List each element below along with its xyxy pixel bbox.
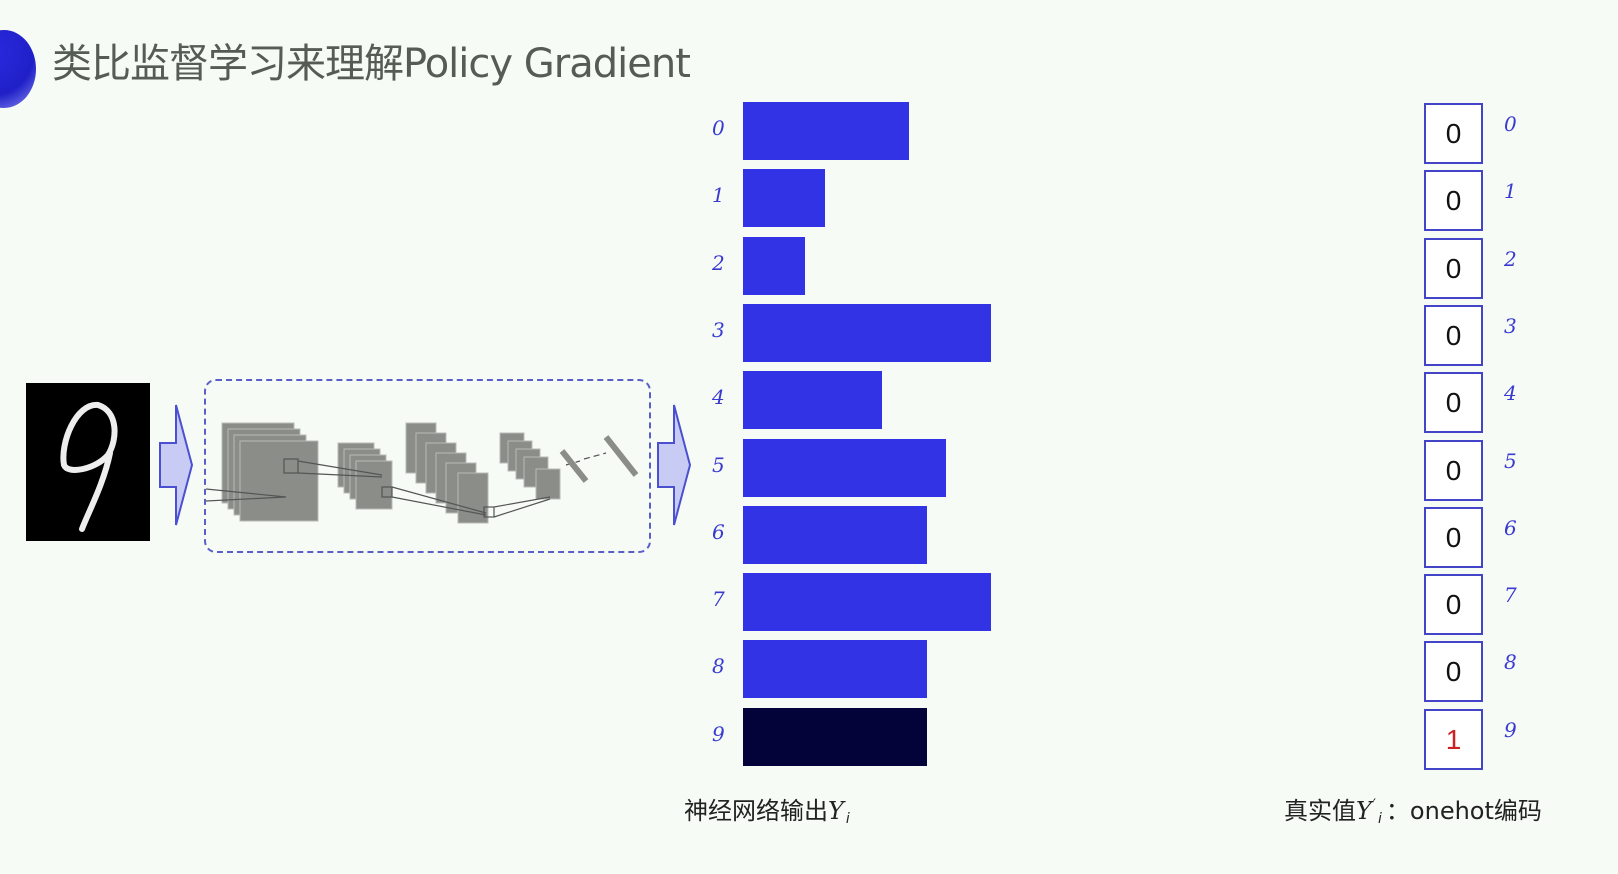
onehot-cell: 1 bbox=[1424, 708, 1483, 770]
onehot-label: 6 bbox=[1504, 515, 1517, 540]
bar-label: 4 bbox=[712, 385, 725, 410]
onehot-label: 1 bbox=[1504, 179, 1517, 204]
output-caption-var: Y bbox=[828, 797, 844, 825]
bar-label: 0 bbox=[712, 116, 725, 140]
onehot-cell: 0 bbox=[1424, 170, 1483, 232]
bar-label: 2 bbox=[712, 250, 725, 275]
onehot-cell: 0 bbox=[1424, 103, 1483, 164]
onehot-caption-text: 真实值 bbox=[1284, 797, 1356, 825]
onehot-label: 7 bbox=[1504, 583, 1517, 608]
cnn-diagram-box bbox=[204, 379, 651, 553]
onehot-cell: 0 bbox=[1424, 439, 1483, 501]
title-bullet-icon bbox=[0, 30, 36, 108]
onehot-cell: 0 bbox=[1424, 506, 1483, 568]
output-bar bbox=[743, 169, 825, 228]
output-bar bbox=[743, 640, 927, 699]
output-bar bbox=[743, 371, 882, 430]
bar-label: 6 bbox=[712, 519, 725, 544]
arrow-right-icon bbox=[159, 404, 194, 526]
cnn-layers-diagram bbox=[205, 422, 639, 524]
onehot-cell: 0 bbox=[1424, 372, 1483, 434]
bar-label: 7 bbox=[712, 587, 725, 612]
onehot-label: 0 bbox=[1504, 112, 1517, 136]
onehot-label: 5 bbox=[1504, 448, 1517, 473]
onehot-label: 4 bbox=[1504, 381, 1517, 406]
slide-title: 类比监督学习来理解Policy Gradient bbox=[52, 41, 691, 87]
onehot-cell: 0 bbox=[1424, 641, 1483, 703]
output-bar bbox=[743, 505, 927, 564]
bar-label: 1 bbox=[712, 183, 725, 208]
onehot-cell: 0 bbox=[1424, 304, 1483, 366]
bar-label: 8 bbox=[712, 654, 725, 679]
onehot-label: 9 bbox=[1504, 717, 1517, 742]
onehot-cell: 0 bbox=[1424, 237, 1483, 299]
output-caption-text: 神经网络输出 bbox=[684, 797, 828, 825]
bar-label: 5 bbox=[712, 452, 725, 477]
output-bar bbox=[743, 236, 805, 295]
output-bar bbox=[743, 102, 910, 160]
output-caption-sub: i bbox=[845, 811, 850, 827]
mnist-digit-image bbox=[26, 383, 150, 541]
arrow-right-icon bbox=[657, 404, 692, 526]
onehot-label: 2 bbox=[1504, 246, 1517, 271]
onehot-cell: 0 bbox=[1424, 574, 1483, 636]
output-bar bbox=[743, 573, 991, 632]
onehot-caption-suffix: ：onehot编码 bbox=[1385, 797, 1542, 825]
onehot-label: 8 bbox=[1504, 650, 1517, 675]
output-bar bbox=[743, 438, 947, 497]
output-bar bbox=[743, 303, 991, 362]
bar-label: 3 bbox=[712, 317, 725, 342]
onehot-caption: 真实值 Y ′ i ：onehot编码 bbox=[1284, 796, 1542, 826]
onehot-caption-sup: ′ bbox=[1372, 797, 1377, 813]
onehot-caption-sub: i bbox=[1378, 811, 1382, 827]
output-bar bbox=[743, 707, 927, 766]
bar-label: 9 bbox=[712, 721, 725, 746]
onehot-label: 3 bbox=[1504, 313, 1517, 338]
onehot-caption-var: Y bbox=[1356, 797, 1372, 825]
